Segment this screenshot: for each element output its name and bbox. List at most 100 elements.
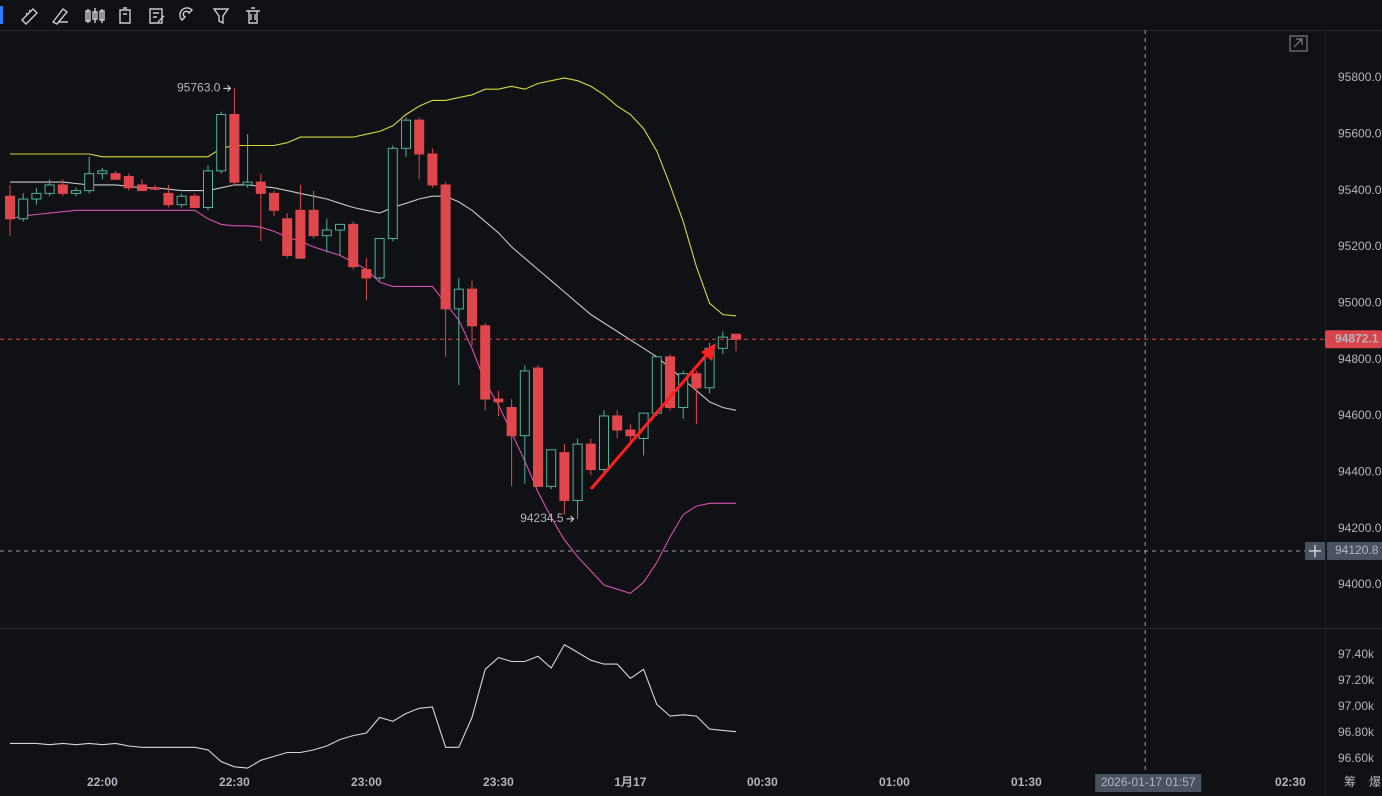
y-tick-label: 94400.0 [1338, 464, 1382, 478]
candle-body [71, 190, 81, 194]
indicator-line [10, 643, 737, 769]
extreme-label: 95763.0 [177, 80, 221, 94]
crosshair-y-box [1327, 541, 1382, 560]
extreme-label: 94234.5 [520, 511, 564, 525]
candle-tool[interactable] [85, 8, 105, 23]
candle-body [717, 336, 728, 349]
candle-body [506, 407, 517, 437]
candle-body [31, 192, 42, 200]
plot [5, 77, 741, 769]
y-tick-label: 97.00k [1338, 699, 1375, 713]
candle-body [387, 147, 398, 239]
clear-tool[interactable] [119, 7, 131, 24]
candle-body [546, 449, 557, 487]
candle-body [295, 209, 306, 259]
candle-body [678, 373, 689, 409]
x-tick-label: 01:00 [879, 775, 910, 789]
candle-body [110, 173, 121, 180]
x-tick-label: 22:00 [87, 775, 118, 789]
candle-body [651, 356, 662, 414]
candle-body [599, 415, 609, 470]
drawn-arrow [589, 351, 711, 490]
candle-body [559, 452, 570, 501]
candle-body [97, 170, 108, 175]
delete-tool[interactable] [246, 7, 260, 24]
corner-label: 筹 [1344, 775, 1356, 789]
x-tick-label: 1月17 [614, 775, 646, 789]
candle-body [348, 223, 359, 268]
candle-body [229, 114, 240, 183]
y-tick-label: 97.40k [1338, 647, 1375, 661]
candle-body [57, 184, 68, 194]
y-tick-label: 95400.0 [1338, 183, 1382, 197]
last-price-label: 94872.1 [1335, 331, 1379, 345]
candle-body [493, 398, 504, 403]
overlay: 22:00 22:30 23:00 23:30 1月17 00:30 01:00 01:30 0… [0, 30, 1382, 792]
extreme-arrow [223, 84, 232, 92]
candle-body [216, 114, 227, 172]
fullscreen-button[interactable] [1289, 35, 1308, 52]
x-tick-label: 23:00 [351, 775, 382, 789]
corner-label: 爆 [1369, 775, 1381, 789]
y-tick-label: 94800.0 [1338, 352, 1382, 366]
note-tool[interactable] [149, 8, 165, 24]
y-tick-label: 94600.0 [1338, 408, 1382, 422]
extreme-arrow [566, 515, 575, 523]
y-tick-label: 94200.0 [1338, 521, 1382, 535]
last-price-box [1325, 330, 1382, 349]
candle-body [467, 288, 477, 327]
active-tool[interactable] [0, 6, 3, 24]
candle-body [84, 173, 95, 192]
candle-body [242, 181, 253, 186]
drawn-arrow-head [701, 343, 716, 361]
candle-body [414, 119, 425, 155]
crosshair-y-label: 94120.8 [1335, 543, 1379, 557]
candle-body [123, 175, 134, 189]
candle-body [427, 153, 438, 186]
crosshair-x-label: 2026-01-17 01:57 [1101, 775, 1196, 789]
candle-body [282, 218, 293, 256]
band-line [9, 209, 736, 595]
toolbar [0, 0, 1382, 31]
y-tick-label: 96.60k [1338, 751, 1375, 765]
candle-body [321, 229, 332, 237]
candle-body [731, 333, 741, 340]
candle-body [308, 209, 319, 237]
y-tick-label: 95600.0 [1338, 126, 1382, 140]
band-line [10, 77, 737, 317]
ruler-tool[interactable] [21, 8, 38, 25]
candle-body [440, 184, 451, 310]
candle-body [453, 288, 464, 310]
y-tick-label: 95200.0 [1338, 239, 1382, 253]
candle-body [519, 370, 530, 437]
candle-body [533, 367, 543, 487]
y-tick-label: 97.20k [1338, 673, 1375, 687]
candle-body [572, 443, 583, 501]
x-tick-label: 00:30 [747, 775, 778, 789]
crosshair-add-icon [1309, 544, 1321, 557]
candle-body [255, 181, 266, 194]
toolbar-bg [0, 0, 1382, 30]
candle-body [18, 198, 29, 220]
candle-body [5, 195, 15, 220]
candle-body [203, 170, 213, 208]
filter-tool[interactable] [212, 8, 230, 25]
y-tick-label: 94000.0 [1338, 577, 1382, 591]
candle-body [189, 195, 200, 208]
candle-body [585, 443, 596, 470]
candle-body [335, 223, 345, 231]
y-tick-label: 95000.0 [1338, 295, 1382, 309]
crosshair-x-box [1095, 774, 1202, 792]
candle-body [137, 184, 147, 192]
y-tick-label: 96.80k [1338, 725, 1375, 739]
candle-body [665, 356, 675, 409]
candle-body [361, 268, 372, 279]
candle-body [401, 119, 411, 149]
candle-body [625, 429, 636, 437]
magnet-tool[interactable] [179, 7, 193, 21]
candle-body [163, 192, 174, 206]
pen-tool[interactable] [51, 8, 69, 25]
candle-body [176, 195, 187, 206]
